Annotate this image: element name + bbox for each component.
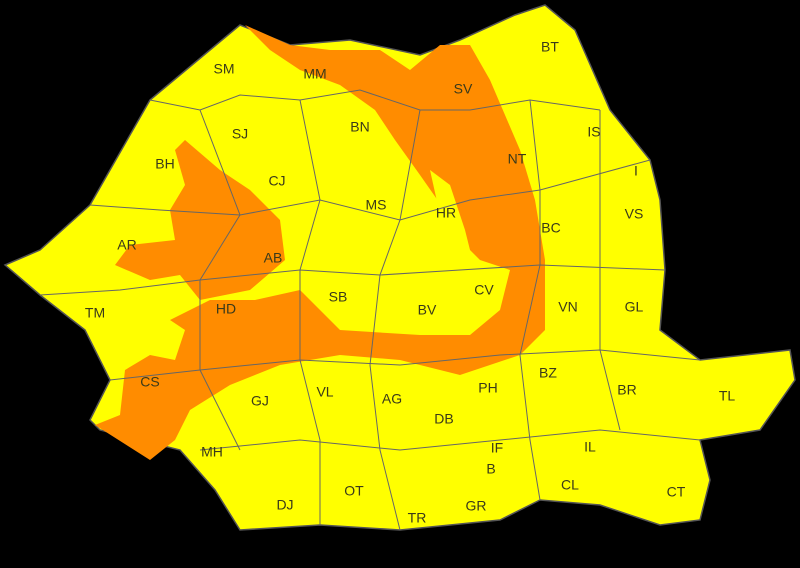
border xyxy=(39,264,666,296)
county-borders xyxy=(39,89,701,531)
county-label: DB xyxy=(434,411,453,427)
county-label: SJ xyxy=(232,126,248,142)
county-label: AR xyxy=(117,237,136,253)
county-label: BV xyxy=(418,302,437,318)
county-label: HD xyxy=(216,301,236,317)
county-label: BH xyxy=(155,156,174,172)
county-label: CJ xyxy=(268,173,285,189)
border xyxy=(299,99,321,525)
county-label: VS xyxy=(625,206,644,222)
county-label: BZ xyxy=(539,365,557,381)
county-label: VL xyxy=(316,384,333,400)
county-label: MS xyxy=(366,197,387,213)
county-label: IL xyxy=(584,439,596,455)
county-label: TL xyxy=(719,388,736,404)
county-label: TM xyxy=(85,305,105,321)
county-label: MM xyxy=(303,66,326,82)
county-label: AG xyxy=(382,391,402,407)
county-label: GJ xyxy=(251,393,269,409)
county-label: IF xyxy=(491,440,503,456)
border xyxy=(599,110,621,431)
county-label: SB xyxy=(329,289,348,305)
county-label: HR xyxy=(436,205,456,221)
warning-zone xyxy=(95,25,545,460)
county-label: SM xyxy=(214,61,235,77)
border xyxy=(199,109,241,451)
county-label: BT xyxy=(541,39,559,55)
county-label: PH xyxy=(478,380,497,396)
county-label: B xyxy=(486,461,495,477)
inner-region xyxy=(430,170,470,250)
border xyxy=(519,99,541,501)
county-label: AB xyxy=(264,250,283,266)
county-label: NT xyxy=(508,151,527,167)
county-label: CL xyxy=(561,477,579,493)
county-label: CV xyxy=(474,282,494,298)
county-label: DJ xyxy=(276,497,293,513)
border xyxy=(89,159,651,221)
county-label: CT xyxy=(667,484,686,500)
border xyxy=(369,109,421,531)
county-label: GL xyxy=(625,299,644,315)
county-label: OT xyxy=(344,483,364,499)
county-label: VN xyxy=(558,299,577,315)
border xyxy=(199,429,701,451)
warning-zone xyxy=(115,140,285,300)
county-label: MH xyxy=(201,444,223,460)
county-label: TR xyxy=(408,510,427,526)
county-label: BN xyxy=(350,119,369,135)
county-label: BR xyxy=(617,382,636,398)
county-label: IS xyxy=(587,124,600,140)
county-label: I xyxy=(634,163,638,179)
county-label: GR xyxy=(466,498,487,514)
county-label: BC xyxy=(541,220,560,236)
county-label: SV xyxy=(454,81,473,97)
county-label: CS xyxy=(140,374,159,390)
border xyxy=(149,89,601,111)
county-labels: SM MM SV BT SJ BN BH CJ NT IS I MS HR VS BC AR AB CV SB BV V… xyxy=(85,39,735,526)
